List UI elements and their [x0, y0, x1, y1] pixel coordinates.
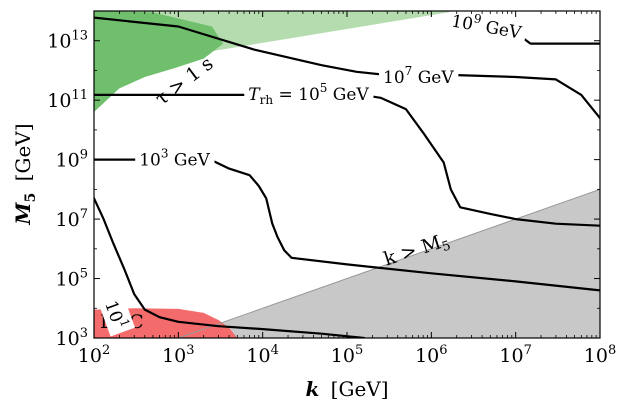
contour-label-text: 107 GeV [383, 64, 454, 88]
x-tick-label: 102 [78, 343, 110, 367]
contour-label-4: 109 GeV [445, 5, 529, 46]
y-tick-base: 10 [47, 31, 71, 53]
x-tick-label: 103 [162, 343, 194, 367]
x-tick-base: 10 [162, 345, 186, 367]
region-layer [94, 11, 600, 338]
x-tick-label: 104 [246, 343, 278, 367]
contour-label-unit: GeV [168, 151, 210, 171]
x-tick-exponent: 2 [102, 343, 110, 358]
contour-label-base: 10 [450, 12, 475, 35]
contour-label-1: 103 GeV [135, 145, 215, 172]
y-tick-exponent: 7 [80, 207, 88, 222]
region-lifetime [94, 11, 224, 112]
contour-label-base: 10 [139, 151, 161, 171]
contour-label-exponent: 5 [320, 81, 328, 95]
y-tick-exponent: 9 [80, 148, 88, 163]
contour-label-bg [135, 145, 215, 172]
x-tick-exponent: 5 [355, 343, 363, 358]
contour-label-exponent: 7 [405, 64, 413, 78]
y-tick-label: 1011 [47, 88, 88, 112]
y-tick-base: 10 [47, 90, 71, 112]
region-k-gt-m5-edge [178, 188, 600, 338]
contour-label-unit: GeV [412, 68, 454, 88]
x-tick-base: 10 [415, 345, 439, 367]
contour-label-symbol: T [248, 85, 261, 105]
y-tick-exponent: 11 [71, 88, 88, 103]
contour-label-bg [445, 5, 529, 46]
contour-label-bg [97, 292, 136, 337]
y-tick-label: 107 [56, 207, 88, 231]
contour-label-subscript: rh [260, 93, 274, 107]
x-tick-label: 108 [584, 343, 616, 367]
x-tick-label: 106 [415, 343, 447, 367]
contour-label-bg [378, 63, 459, 89]
y-tick-base: 10 [56, 209, 80, 231]
x-tick-base: 10 [331, 345, 355, 367]
x-tick-exponent: 7 [524, 343, 532, 358]
x-axis-symbol: k [305, 377, 319, 401]
y-tick-label: 105 [56, 267, 88, 291]
contour-label-text: Trh = 105 GeV [248, 81, 369, 107]
y-tick-base: 10 [56, 269, 80, 291]
y-tick-label: 103 [56, 326, 88, 350]
contour-label-text: 103 GeV [139, 147, 210, 171]
y-tick-exponent: 5 [80, 267, 88, 282]
x-tick-base: 10 [78, 345, 102, 367]
y-tick-base: 10 [56, 328, 80, 350]
contour-line-0 [94, 197, 366, 338]
x-tick-label: 107 [499, 343, 531, 367]
contour-label-3: 107 GeV [378, 63, 459, 89]
contour-label-exponent: 1 [117, 317, 133, 329]
x-tick-label: 105 [331, 343, 363, 367]
contour-label-exponent: 3 [161, 147, 169, 161]
y-tick-base: 10 [56, 150, 80, 172]
contour-label-unit: GeV [327, 85, 369, 105]
x-tick-base: 10 [584, 345, 608, 367]
y-tick-exponent: 13 [71, 29, 88, 44]
y-tick-label: 109 [56, 148, 88, 172]
x-axis-unit: [GeV] [331, 377, 389, 401]
contour-label-bg [244, 80, 374, 109]
x-tick-base: 10 [499, 345, 523, 367]
y-axis-label: M5 [GeV] [11, 123, 40, 225]
contour-label-equals: = 10 [273, 85, 320, 105]
x-tick-exponent: 8 [608, 343, 616, 358]
x-axis: 102 103 104 105 106 107 108 [78, 11, 616, 367]
y-axis-symbol: M [11, 202, 35, 226]
contour-label-base: 10 [383, 68, 405, 88]
contour-label-2: Trh = 105 GeV [244, 80, 374, 109]
y-tick-exponent: 3 [80, 326, 88, 341]
x-axis-label: k [GeV] [305, 377, 388, 401]
x-tick-exponent: 4 [271, 343, 279, 358]
y-axis-subscript: 5 [23, 193, 39, 203]
x-tick-base: 10 [246, 345, 270, 367]
x-tick-exponent: 6 [439, 343, 447, 358]
y-tick-label: 1013 [47, 29, 88, 53]
x-tick-exponent: 3 [186, 343, 194, 358]
y-axis-unit: [GeV] [11, 123, 35, 181]
contour-label-exponent: 9 [473, 11, 483, 26]
contour-line-1 [94, 158, 600, 292]
